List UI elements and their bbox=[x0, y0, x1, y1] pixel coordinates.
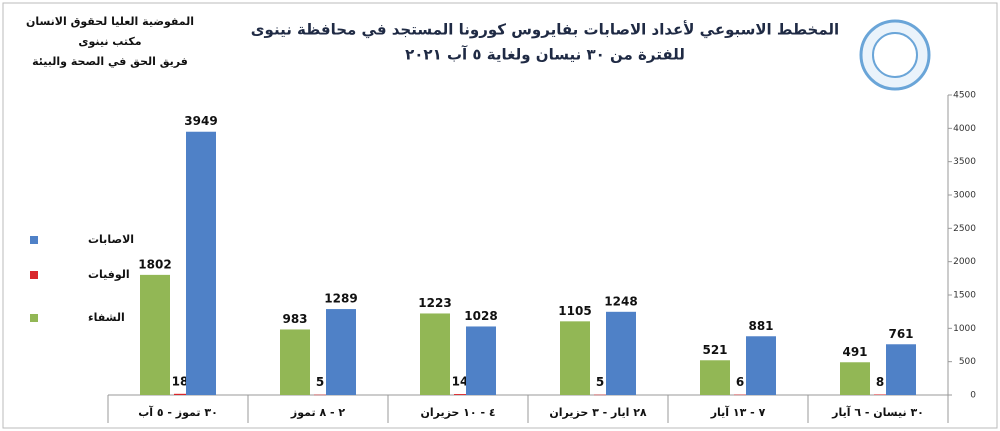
organization: المفوضية العليا لحقوق الانسان bbox=[26, 15, 194, 28]
data-label: 1248 bbox=[604, 294, 637, 308]
legend-swatch bbox=[30, 314, 38, 322]
data-label: 1028 bbox=[464, 309, 497, 323]
data-label: 5 bbox=[316, 375, 324, 389]
data-label: 1289 bbox=[324, 292, 357, 306]
chart-title: المخطط الاسبوعي لأعداد الاصابات بفايروس … bbox=[251, 21, 839, 39]
x-tick-label: ٣٠ تموز - ٥ آب bbox=[138, 405, 218, 419]
y-tick-label: 4000 bbox=[953, 124, 976, 134]
data-label: 761 bbox=[888, 327, 913, 341]
bar bbox=[466, 326, 496, 395]
bar bbox=[874, 394, 886, 395]
bar bbox=[174, 393, 186, 395]
y-tick-label: 2500 bbox=[953, 224, 976, 234]
legend-swatch bbox=[30, 236, 38, 244]
bar bbox=[594, 394, 606, 396]
bar bbox=[420, 313, 450, 395]
y-tick-label: 0 bbox=[970, 391, 976, 401]
y-tick-label: 500 bbox=[959, 357, 976, 367]
x-tick-label: ٣٠ نيسان - ٦ آيار bbox=[831, 405, 924, 419]
legend-label: الوفيات bbox=[88, 268, 130, 281]
bar bbox=[326, 309, 356, 395]
data-label: 5 bbox=[596, 375, 604, 389]
data-label: 1802 bbox=[138, 257, 171, 271]
y-tick-label: 1000 bbox=[953, 324, 976, 334]
y-tick-label: 1500 bbox=[953, 291, 976, 301]
data-label: 14 bbox=[452, 375, 469, 389]
data-label: 881 bbox=[748, 319, 773, 333]
data-label: 491 bbox=[842, 345, 867, 359]
data-label: 983 bbox=[282, 312, 307, 326]
bar bbox=[886, 344, 916, 395]
y-tick-label: 2000 bbox=[953, 257, 976, 267]
logo bbox=[859, 19, 931, 91]
bar bbox=[314, 394, 326, 396]
data-label: 1223 bbox=[418, 296, 451, 310]
bar bbox=[140, 274, 170, 395]
data-label: 18 bbox=[172, 374, 189, 388]
x-tick-label: ٧ - ١٣ آيار bbox=[710, 405, 766, 419]
bar bbox=[700, 360, 730, 395]
data-label: 6 bbox=[736, 375, 744, 389]
y-tick-label: 3500 bbox=[953, 157, 976, 167]
bar bbox=[606, 311, 636, 395]
data-label: 1105 bbox=[558, 304, 591, 318]
organization: فريق الحق في الصحة والبيئة bbox=[32, 55, 188, 68]
chart-subtitle: للفترة من ٣٠ نيسان ولغاية ٥ آب ٢٠٢١ bbox=[405, 46, 685, 64]
legend-label: الاصابات bbox=[88, 233, 134, 246]
y-tick-label: 3000 bbox=[953, 191, 976, 201]
bar bbox=[280, 329, 310, 395]
bar bbox=[560, 321, 590, 395]
legend-label: الشفاء bbox=[88, 311, 125, 324]
data-label: 8 bbox=[876, 375, 884, 389]
data-label: 3949 bbox=[184, 114, 217, 128]
x-tick-label: ٢٨ ايار - ٣ حزيران bbox=[549, 406, 647, 419]
bar bbox=[734, 394, 746, 396]
organization: مكتب نينوى bbox=[78, 35, 141, 48]
legend-swatch bbox=[30, 271, 38, 279]
x-tick-label: ٤ - ١٠ حزيران bbox=[420, 406, 495, 419]
y-tick-label: 4500 bbox=[953, 91, 976, 101]
bar bbox=[840, 362, 870, 395]
bar bbox=[454, 394, 466, 395]
bar bbox=[746, 336, 776, 395]
data-label: 521 bbox=[702, 343, 727, 357]
bar bbox=[186, 131, 216, 395]
x-tick-label: ٢ - ٨ تموز bbox=[290, 406, 346, 419]
